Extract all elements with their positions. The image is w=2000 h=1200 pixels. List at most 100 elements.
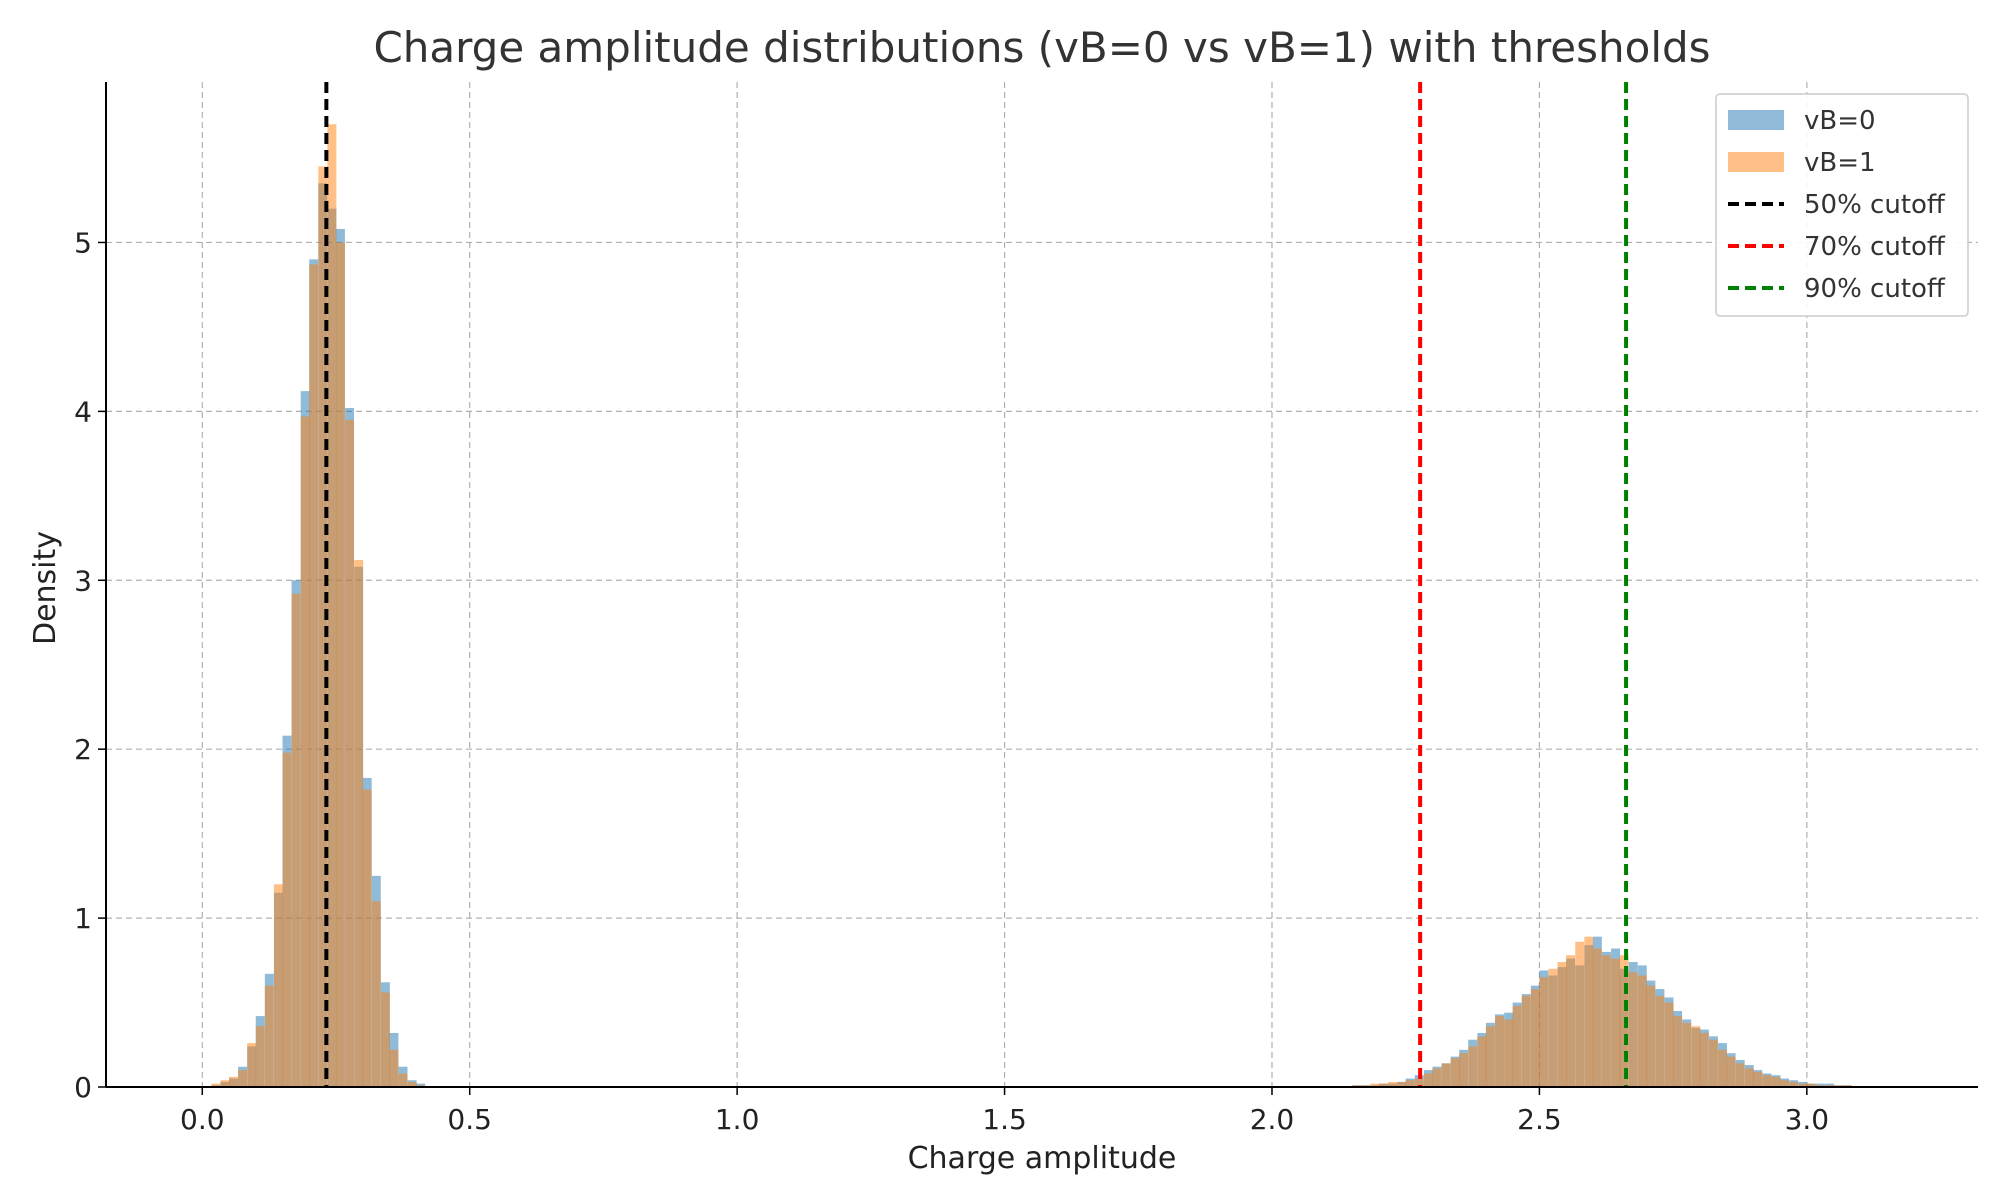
- histogram-bar: [1414, 1078, 1424, 1087]
- histogram-bar: [1504, 1019, 1514, 1087]
- histogram-bar: [1370, 1083, 1380, 1087]
- histogram-bar: [1512, 1005, 1522, 1087]
- histogram-bar: [291, 593, 301, 1087]
- histogram-bar: [1673, 1016, 1683, 1087]
- histogram-bar: [1539, 977, 1549, 1087]
- histogram-bar: [1592, 948, 1602, 1087]
- histogram-bar: [407, 1081, 417, 1087]
- histogram-bar: [1655, 995, 1665, 1087]
- x-tick-label: 2.0: [1250, 1103, 1295, 1136]
- legend-swatch: [1728, 110, 1784, 130]
- histogram-bar: [1771, 1076, 1781, 1087]
- legend-item: vB=1: [1728, 148, 1876, 178]
- x-tick-label: 1.5: [982, 1103, 1027, 1136]
- y-axis-label: Density: [28, 531, 63, 645]
- histogram-bar: [1477, 1036, 1487, 1087]
- axes-layer: 0.0 0.5 1.0 1.5 2.0 2.5 3.0 0 1 2 3 4 5: [74, 82, 1978, 1136]
- histogram-bar: [1637, 975, 1647, 1087]
- histogram-bar: [1789, 1081, 1799, 1087]
- histogram-bar: [1557, 962, 1567, 1087]
- histogram-bar: [389, 1049, 399, 1087]
- y-tick-label: 2: [74, 733, 92, 766]
- x-tick-label: 0.5: [447, 1103, 492, 1136]
- histogram-bar: [1575, 941, 1585, 1087]
- histogram-bar: [238, 1070, 248, 1087]
- histogram-bar: [1726, 1056, 1736, 1087]
- y-tick-label: 1: [74, 902, 92, 935]
- histogram-bar: [300, 416, 310, 1087]
- histogram-bar: [1495, 1016, 1504, 1087]
- histogram-bar: [1450, 1058, 1460, 1087]
- grid-layer: [106, 82, 1978, 1088]
- series-vb-0: [211, 183, 1852, 1088]
- y-tick-label: 4: [74, 395, 92, 428]
- histogram-bar: [1468, 1046, 1478, 1087]
- legend-item: vB=0: [1728, 106, 1876, 136]
- bars-layer: [211, 124, 1852, 1088]
- histogram-bar: [1378, 1083, 1388, 1087]
- histogram-bar: [354, 560, 364, 1087]
- threshold-layer: [324, 82, 1629, 1087]
- legend-label: 90% cutoff: [1804, 274, 1946, 304]
- histogram-bar: [335, 242, 345, 1088]
- histogram-bar: [1405, 1080, 1415, 1087]
- histogram-bar: [1744, 1068, 1754, 1087]
- y-tick-label: 3: [74, 564, 92, 597]
- x-tick-label: 2.5: [1517, 1103, 1562, 1136]
- histogram-bar: [362, 789, 372, 1087]
- histogram-bar: [1548, 968, 1558, 1087]
- histogram-bar: [220, 1080, 230, 1087]
- histogram-bar: [1806, 1083, 1816, 1087]
- histogram-bar: [247, 1043, 257, 1087]
- histogram-bar: [1521, 995, 1531, 1087]
- histogram-bar: [1530, 989, 1540, 1087]
- x-tick-label: 1.0: [715, 1103, 760, 1136]
- histogram-bar: [1388, 1081, 1397, 1087]
- x-axis-label: Charge amplitude: [908, 1141, 1177, 1176]
- histogram-bar: [1762, 1075, 1772, 1087]
- histogram-bar: [1628, 972, 1638, 1087]
- histogram-bar: [345, 419, 355, 1087]
- histogram-bar: [309, 264, 319, 1087]
- histogram-bar: [1753, 1071, 1763, 1087]
- histogram-bar: [1699, 1032, 1709, 1087]
- histogram-bar: [1459, 1053, 1469, 1087]
- histogram-bar: [1397, 1081, 1407, 1087]
- histogram-bar: [255, 1026, 265, 1087]
- histogram-bar: [1682, 1022, 1692, 1087]
- y-tick-label: 0: [74, 1071, 92, 1104]
- histogram-bar: [1798, 1083, 1808, 1087]
- histogram-bar: [273, 884, 283, 1087]
- legend-label: vB=0: [1804, 106, 1876, 136]
- legend: vB=0 vB=1 50% cutoff 70% cutoff 90% cutoff: [1715, 93, 1969, 317]
- legend-item: 90% cutoff: [1728, 274, 1946, 304]
- histogram-bar: [1780, 1080, 1790, 1087]
- x-tick-label: 0.0: [180, 1103, 225, 1136]
- legend-label: 70% cutoff: [1804, 232, 1946, 262]
- histogram-bar: [398, 1073, 408, 1087]
- histogram-bar: [1441, 1063, 1451, 1087]
- legend-item: 50% cutoff: [1728, 190, 1946, 220]
- histogram-bar: [371, 901, 381, 1087]
- legend-label: vB=1: [1804, 148, 1876, 178]
- y-tick-label: 5: [74, 226, 92, 259]
- legend-box: [1715, 93, 1969, 317]
- histogram-bar: [1423, 1073, 1433, 1087]
- histogram-bar: [282, 752, 292, 1087]
- histogram-bar: [1432, 1068, 1442, 1087]
- legend-item: 70% cutoff: [1728, 232, 1946, 262]
- histogram-bar: [1566, 955, 1576, 1087]
- histogram-bar: [1718, 1049, 1727, 1087]
- histogram-bar: [1735, 1063, 1745, 1087]
- histogram-bar: [327, 124, 337, 1088]
- histogram-bar: [229, 1076, 238, 1087]
- chart-title: Charge amplitude distributions (vB=0 vs …: [373, 23, 1710, 72]
- histogram-bar: [1584, 936, 1594, 1087]
- histogram-bar: [1708, 1039, 1718, 1087]
- histogram-bar: [211, 1083, 221, 1087]
- histogram-bar: [318, 166, 328, 1087]
- series-vb-1: [211, 124, 1852, 1088]
- histogram-bar: [380, 992, 390, 1087]
